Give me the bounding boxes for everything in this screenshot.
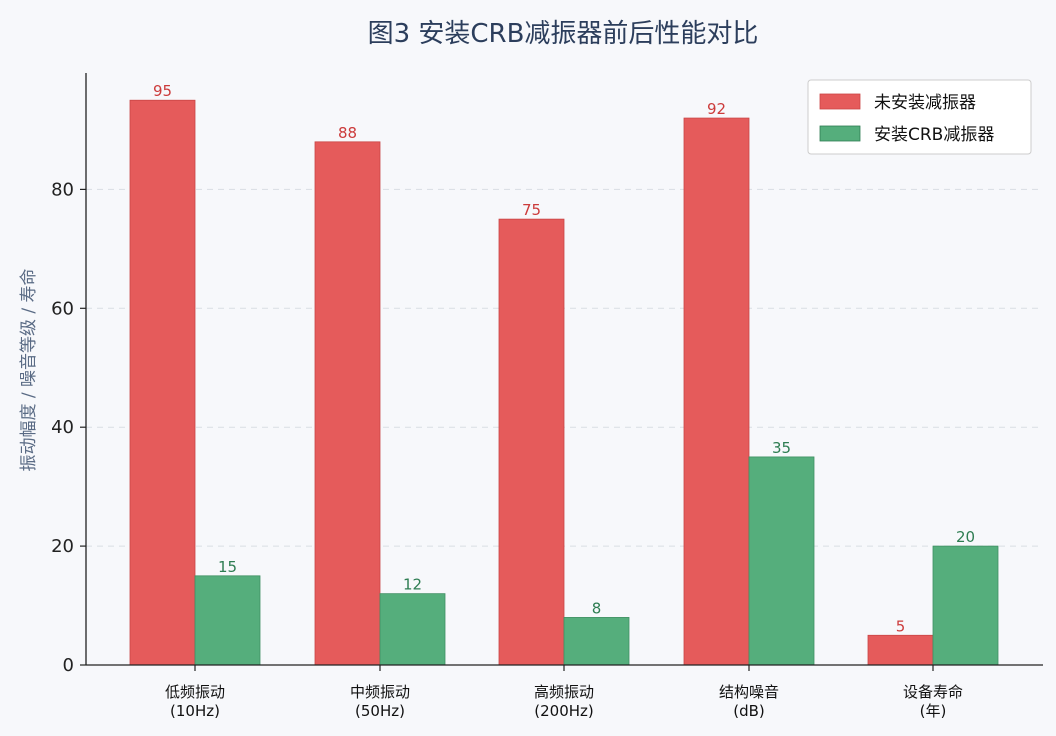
bar-before — [314, 141, 381, 666]
data-label: 5 — [896, 617, 906, 635]
legend: 未安装减振器 安装CRB减振器 — [807, 79, 1032, 155]
bar-before — [683, 117, 750, 666]
legend-box — [807, 79, 1032, 155]
bar-after — [748, 456, 815, 666]
data-label: 12 — [403, 576, 422, 594]
bar-after — [194, 575, 261, 666]
gridlines — [86, 188, 1043, 547]
x-ticks: 低频振动(10Hz) 中频振动(50Hz) 高频振动(200Hz) 结构噪音(dB) 设… — [165, 665, 963, 720]
legend-label-1: 安装CRB减振器 — [874, 125, 994, 145]
bar-after — [563, 617, 630, 666]
legend-swatch-0 — [819, 93, 861, 110]
x-tick-sublabel: (dB) — [733, 702, 765, 720]
y-tick-label: 0 — [63, 655, 74, 676]
x-tick-sublabel: (200Hz) — [534, 702, 594, 720]
bar-before — [867, 634, 934, 666]
data-labels: 95 88 75 92 5 15 12 8 35 20 — [153, 82, 975, 635]
data-label: 75 — [522, 201, 541, 219]
x-tick-sublabel: (10Hz) — [170, 702, 220, 720]
legend-label-0: 未安装减振器 — [874, 93, 976, 113]
data-label: 15 — [218, 558, 237, 576]
x-tick-label: 结构噪音 — [719, 683, 779, 701]
y-tick-label: 40 — [51, 417, 74, 438]
bars — [129, 99, 999, 666]
data-label: 95 — [153, 82, 172, 100]
data-label: 8 — [592, 599, 602, 617]
x-tick-label: 高频振动 — [534, 683, 594, 701]
y-ticks: 0 20 40 60 80 — [51, 179, 86, 676]
bar-before — [498, 218, 565, 666]
legend-swatch-1 — [819, 125, 861, 142]
y-axis-label: 振动幅度 / 噪音等级 / 寿命 — [19, 268, 39, 471]
data-label: 88 — [338, 124, 357, 142]
data-label: 20 — [956, 528, 975, 546]
y-tick-label: 60 — [51, 298, 74, 319]
chart-title: 图3 安装CRB减振器前后性能对比 — [368, 19, 759, 49]
y-tick-label: 20 — [51, 536, 74, 557]
bar-after — [932, 545, 999, 666]
x-tick-label: 中频振动 — [350, 683, 410, 701]
x-tick-label: 低频振动 — [165, 683, 225, 701]
data-label: 92 — [707, 100, 726, 118]
y-tick-label: 80 — [51, 179, 74, 200]
x-tick-sublabel: (50Hz) — [355, 702, 405, 720]
x-tick-label: 设备寿命 — [903, 683, 963, 701]
data-label: 35 — [772, 439, 791, 457]
bar-after — [379, 593, 446, 666]
bar-before — [129, 99, 196, 666]
x-tick-sublabel: (年) — [920, 702, 947, 720]
